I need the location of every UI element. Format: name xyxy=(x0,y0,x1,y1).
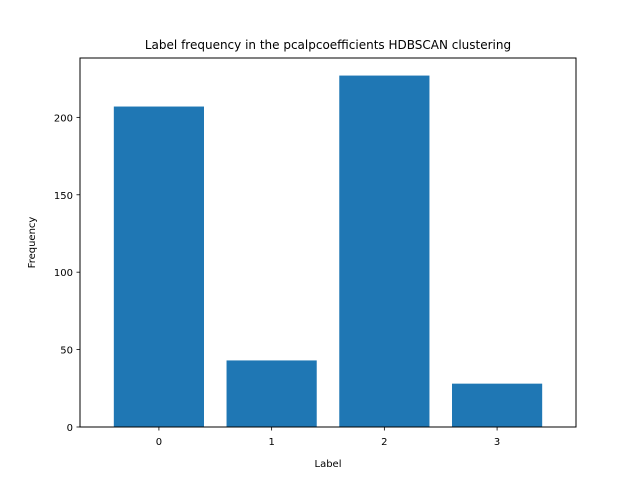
bar-label-3 xyxy=(452,383,543,427)
x-tick-label: 0 xyxy=(156,437,162,448)
chart-title: Label frequency in the pcalpcoefficients… xyxy=(145,38,511,52)
y-axis-label: Frequency xyxy=(27,217,38,269)
y-axis-ticks: 0 50 100 150 200 xyxy=(54,113,80,434)
x-tick-label: 3 xyxy=(494,437,500,448)
bar-label-1 xyxy=(226,360,317,427)
x-tick-label: 2 xyxy=(381,437,387,448)
plot-area-frame xyxy=(79,57,577,428)
bar-label-2 xyxy=(339,75,430,428)
y-tick-label: 100 xyxy=(54,268,73,279)
y-tick-label: 200 xyxy=(54,113,73,124)
x-axis-label: Label xyxy=(315,459,342,470)
y-tick-label: 0 xyxy=(67,423,73,434)
x-tick-label: 1 xyxy=(268,437,274,448)
y-tick-label: 50 xyxy=(60,346,73,357)
bar-label-0 xyxy=(113,106,204,427)
x-axis-ticks: 0 1 2 3 xyxy=(156,427,500,448)
bars-group xyxy=(113,75,543,428)
y-tick-label: 150 xyxy=(54,191,73,202)
